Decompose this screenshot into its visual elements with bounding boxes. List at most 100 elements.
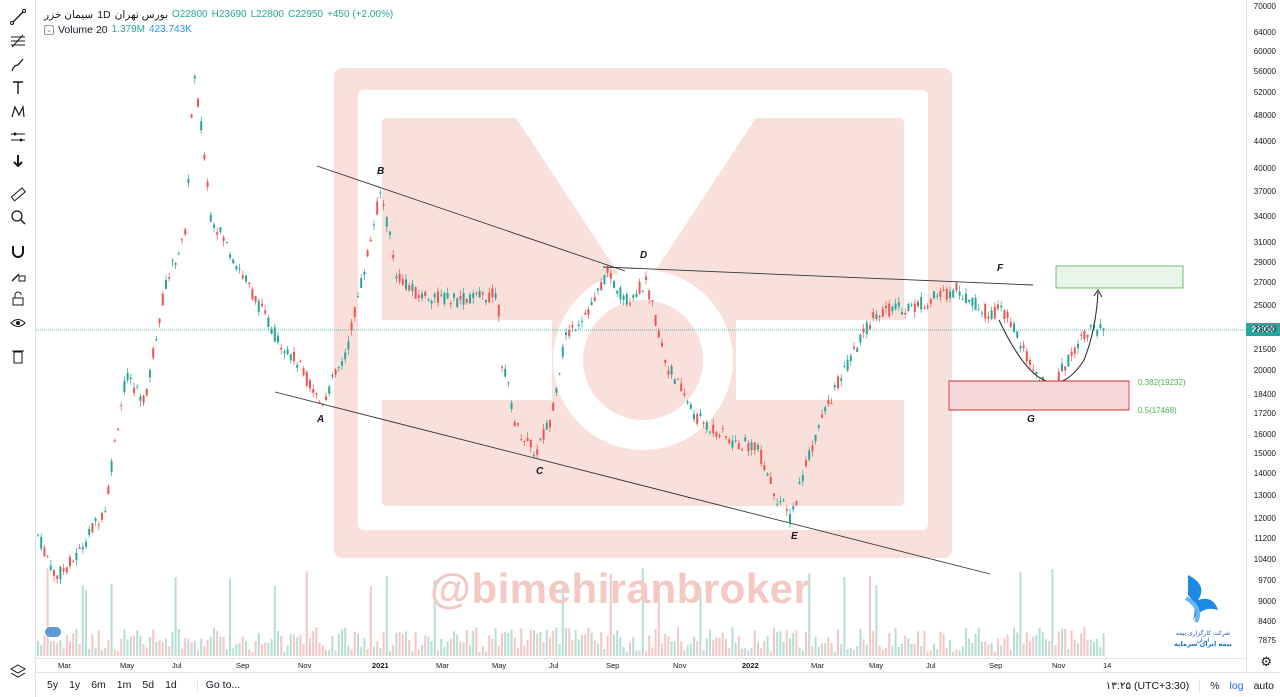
eye-icon[interactable] — [5, 312, 31, 334]
line-tool-icon[interactable] — [5, 6, 31, 28]
volume-bar — [622, 647, 625, 656]
candle-body — [446, 293, 449, 299]
volume-bar — [56, 643, 59, 656]
candle-body — [475, 292, 478, 294]
collapse-icon[interactable]: ⌄ — [44, 24, 54, 35]
range-1y-button[interactable]: 1y — [69, 679, 81, 691]
auto-toggle[interactable]: auto — [1253, 679, 1274, 692]
volume-bar — [907, 638, 910, 656]
volume-bar — [1035, 634, 1038, 656]
volume-bar — [469, 645, 471, 656]
candle-body — [219, 227, 222, 233]
layers-icon[interactable] — [5, 660, 31, 682]
volume-bar — [1022, 643, 1025, 656]
time-tick: Mar — [58, 661, 71, 670]
ruler-icon[interactable] — [5, 183, 31, 205]
volume-bar — [750, 647, 753, 656]
volume-bar — [312, 631, 315, 656]
lock-icon[interactable] — [5, 288, 31, 310]
candle-body — [184, 229, 187, 235]
trash-icon[interactable] — [5, 345, 31, 367]
volume-bar — [545, 629, 548, 656]
price-tick: 56000 — [1253, 66, 1276, 76]
volume-bar — [1009, 650, 1012, 656]
volume-bar — [824, 643, 827, 656]
volume-bar — [437, 650, 439, 656]
candle-body — [1019, 346, 1022, 349]
volume-bar — [718, 637, 721, 656]
candle-body — [981, 312, 983, 314]
volume-bar — [235, 644, 238, 656]
volume-bar — [193, 640, 196, 656]
price-tick: 12000 — [1253, 513, 1276, 523]
magnet-icon[interactable] — [5, 240, 31, 262]
fib-tool-icon[interactable] — [5, 30, 31, 52]
log-toggle[interactable]: log — [1229, 679, 1244, 692]
candle-body — [277, 335, 279, 343]
range-6m-button[interactable]: 6m — [91, 679, 106, 691]
volume-bar — [782, 641, 785, 656]
range-1m-button[interactable]: 1m — [116, 679, 132, 691]
candle-body — [232, 259, 235, 264]
range-5d-button[interactable]: 5d — [142, 679, 155, 691]
time-axis[interactable]: Mar May Jul Sep Nov 2021 Mar May Jul Sep Nov 2022 Ma… — [36, 658, 1246, 672]
volume-bar — [315, 627, 318, 656]
volume-bar — [510, 629, 513, 656]
candles-group — [37, 73, 1105, 585]
time-tick: Nov — [298, 661, 312, 670]
range-1d-button[interactable]: 1d — [165, 679, 177, 691]
volume-bar — [965, 628, 967, 656]
candle-body — [392, 254, 395, 259]
percent-toggle[interactable]: % — [1210, 679, 1220, 692]
candle-body — [53, 570, 55, 576]
volume-bar — [72, 633, 75, 656]
candle-body — [485, 300, 487, 303]
volume-bar — [693, 636, 695, 656]
volume-bar — [376, 641, 379, 656]
volume-bar — [1064, 628, 1067, 656]
brush-tool-icon[interactable] — [5, 54, 31, 76]
zoom-icon[interactable] — [5, 206, 31, 228]
candle-body — [638, 281, 641, 294]
point-b-label: B — [377, 166, 385, 177]
prediction-tool-icon[interactable] — [5, 126, 31, 148]
candle-body — [1089, 325, 1092, 327]
candle-body — [837, 376, 839, 388]
candle-body — [136, 386, 139, 388]
timezone-display[interactable]: ۱۳:۲۵ (UTC+3:30) — [1105, 679, 1190, 692]
goto-button[interactable]: Go to... — [196, 679, 240, 691]
candle-body — [776, 503, 779, 505]
price-chart[interactable] — [36, 0, 1246, 672]
candle-body — [187, 179, 190, 183]
settings-gear-icon[interactable]: ⚙ — [1260, 655, 1272, 670]
candle-body — [961, 298, 964, 300]
text-tool-icon[interactable] — [5, 77, 31, 99]
chart-pane[interactable] — [36, 0, 1246, 672]
candle-body — [78, 547, 81, 549]
lock-drawing-icon[interactable] — [5, 264, 31, 286]
bottom-toolbar: 5y 1y 6m 1m 5d 1d Go to... ۱۳:۲۵ (UTC+3:… — [36, 672, 1280, 697]
volume-bar — [117, 651, 119, 656]
volume-bar — [488, 635, 491, 656]
volume-bar — [289, 634, 292, 656]
candle-body — [555, 388, 558, 393]
volume-bar — [369, 586, 372, 656]
range-5y-button[interactable]: 5y — [47, 679, 59, 691]
candle-body — [417, 295, 420, 298]
volume-bar — [449, 639, 452, 656]
candle-body — [1061, 363, 1063, 372]
symbol-name[interactable]: سیمان خزر — [44, 8, 94, 21]
candle-body — [350, 322, 353, 331]
candle-body — [305, 371, 308, 386]
candle-body — [686, 401, 689, 404]
volume-label[interactable]: Volume 20 — [58, 23, 108, 36]
price-axis[interactable]: 22950 ⚙ 70000 64000 60000 56000 52000 48000 44… — [1246, 0, 1280, 672]
cloud-icon[interactable] — [45, 627, 61, 637]
arrow-down-icon[interactable] — [5, 150, 31, 172]
symbol-interval[interactable]: 1D — [97, 8, 111, 21]
volume-bar — [225, 648, 228, 656]
pattern-tool-icon[interactable] — [5, 101, 31, 123]
volume-bar — [968, 638, 971, 656]
candle-body — [341, 361, 343, 366]
candle-body — [449, 302, 452, 305]
